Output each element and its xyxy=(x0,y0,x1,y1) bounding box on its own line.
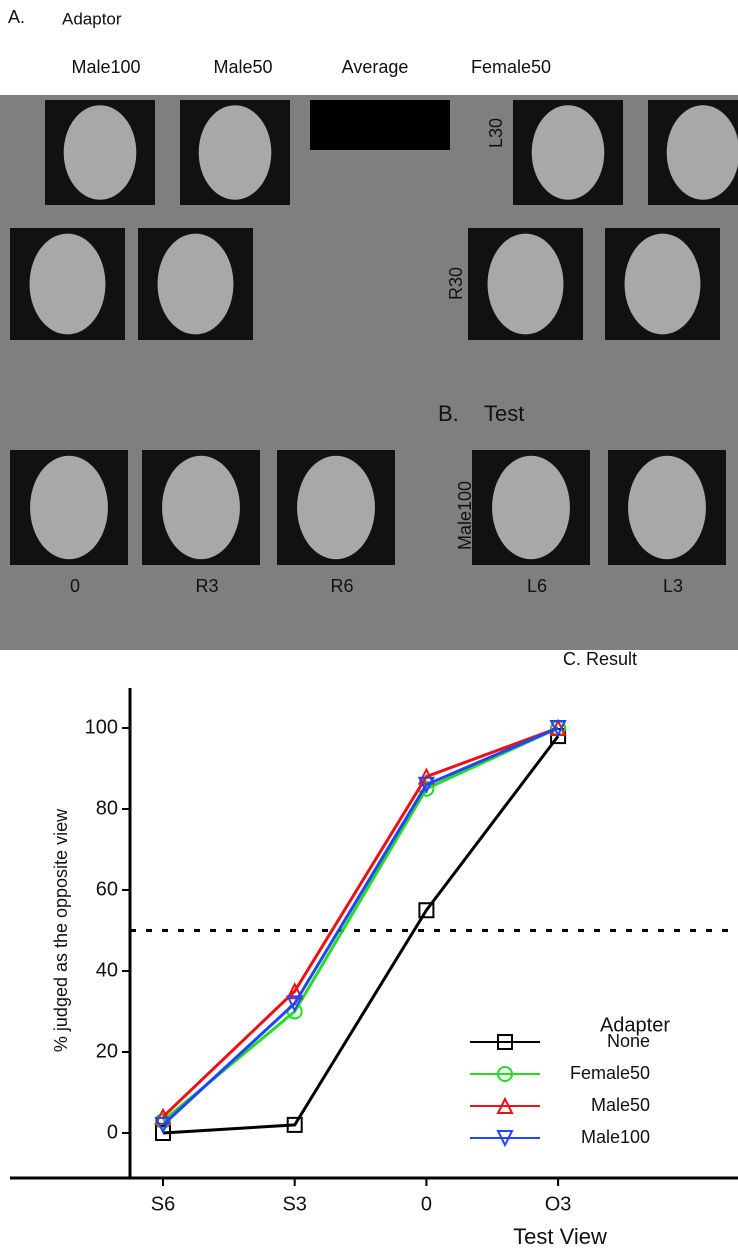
face xyxy=(628,455,706,560)
marker xyxy=(155,1125,171,1141)
column-label: Average xyxy=(342,57,409,77)
legend-label: Male100 xyxy=(581,1127,650,1147)
column-label: Male50 xyxy=(213,57,272,77)
marker xyxy=(154,1116,172,1135)
row-label: R30 xyxy=(446,267,466,300)
face xyxy=(492,455,570,560)
panel-title: Test xyxy=(484,401,524,426)
face xyxy=(624,233,701,335)
legend-label: Male50 xyxy=(591,1095,650,1115)
legend-title: Adapter xyxy=(600,1014,670,1036)
y-tick-label: 100 xyxy=(85,716,118,738)
face xyxy=(29,233,106,335)
column-label: R6 xyxy=(330,576,353,596)
marker xyxy=(496,1130,514,1148)
marker xyxy=(286,995,304,1013)
x-tick-label: S3 xyxy=(282,1193,306,1215)
marker xyxy=(286,982,304,1000)
face xyxy=(157,233,234,335)
legend-label: Female50 xyxy=(570,1063,650,1083)
face xyxy=(63,105,137,200)
face xyxy=(297,455,375,560)
marker xyxy=(286,1116,303,1133)
column-label: L3 xyxy=(663,576,683,596)
face-images: 0 R3 R6 L6 L3 xyxy=(10,100,738,596)
panel-title: Adaptor xyxy=(62,9,122,28)
y-tick-label: 80 xyxy=(96,797,118,819)
face xyxy=(531,105,605,200)
face xyxy=(198,105,272,200)
column-label: Female50 xyxy=(471,57,551,77)
face xyxy=(666,105,738,200)
marker xyxy=(496,1096,514,1114)
column-label: Male100 xyxy=(71,57,140,77)
marker xyxy=(155,1112,171,1129)
series-line xyxy=(161,726,559,1127)
x-axis-label: Test View xyxy=(513,1224,607,1249)
panel-label: A. xyxy=(8,7,25,27)
y-tick-label: 60 xyxy=(96,878,118,900)
y-axis-label: % judged as the opposite view xyxy=(51,808,71,1052)
face xyxy=(30,455,108,560)
face xyxy=(162,455,240,560)
series-line xyxy=(161,726,559,1118)
column-label: L6 xyxy=(527,576,547,596)
series-line xyxy=(162,735,560,1135)
marker xyxy=(497,1034,513,1050)
x-tick-label: S6 xyxy=(151,1193,175,1215)
y-tick-label: 0 xyxy=(107,1121,118,1143)
marker xyxy=(417,776,436,794)
x-tick-label: O3 xyxy=(545,1193,572,1215)
row-label: Male100 xyxy=(455,481,475,550)
face xyxy=(487,233,564,335)
chart-title: C. Result xyxy=(563,649,637,669)
y-tick-label: 20 xyxy=(96,1040,118,1062)
column-label: 0 xyxy=(70,576,80,596)
column-label: R3 xyxy=(195,576,218,596)
y-tick-label: 40 xyxy=(96,959,118,981)
panel-label: B. xyxy=(438,401,459,426)
marker xyxy=(418,902,435,919)
x-tick-label: 0 xyxy=(421,1193,432,1215)
chart: C. Result Test View % judged as the opposi… xyxy=(10,649,738,1249)
black-block xyxy=(310,100,450,150)
row-label: L30 xyxy=(486,118,506,148)
legend-label: None xyxy=(607,1031,650,1051)
marker xyxy=(497,1066,513,1082)
marker xyxy=(549,720,567,738)
